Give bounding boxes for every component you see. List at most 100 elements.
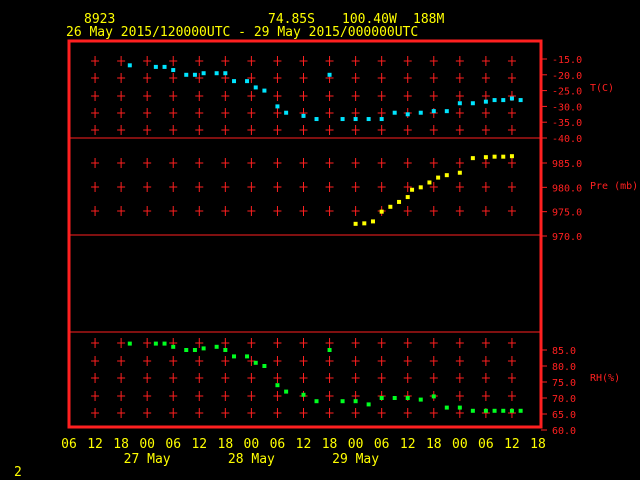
rh-point [171,344,176,349]
x-tick-label: 12 [87,437,103,452]
rh-point [379,396,384,400]
grid-cross [507,182,516,192]
grid-cross [143,125,152,135]
grid-cross [273,408,282,418]
temp-point [262,88,267,93]
grid-cross [221,158,230,168]
grid-cross [403,182,412,192]
grid-cross [455,56,464,66]
grid-cross [247,108,256,118]
temp-point [153,64,158,69]
grid-cross [325,338,334,348]
grid-cross [377,408,386,418]
x-tick-label: 00 [139,437,155,452]
rh-point [405,396,410,400]
grid-cross [455,391,464,401]
rh-point [327,348,332,352]
grid-cross [351,108,360,118]
data-points [127,63,523,413]
grid-cross [299,356,308,366]
grid-cross [299,206,308,216]
grid-cross [377,356,386,366]
rh-point [201,346,206,351]
temp-point [214,71,219,76]
grid-cross [117,206,126,216]
grid-cross [481,373,490,383]
grid-cross [91,206,100,216]
x-tick-label: 12 [400,437,416,452]
grid-cross [273,73,282,83]
y-tick-label: 75.0 [552,378,576,389]
grid-cross [455,158,464,168]
grid-cross [117,73,126,83]
pres-point [379,209,384,214]
grid-cross [117,373,126,383]
pres-point [492,154,497,159]
rh-point [492,408,497,413]
grid-cross [91,56,100,66]
grid-cross [325,373,334,383]
temp-point [392,110,397,115]
panel-label-rh: RH(%) [590,373,620,384]
grid-cross [91,125,100,135]
x-tick-label: 06 [478,437,494,452]
grid-cross [377,56,386,66]
y-tick-label: 985.0 [552,159,582,170]
grid-cross [325,56,334,66]
grid-cross [273,391,282,401]
grid-cross [507,356,516,366]
rh-point [483,408,488,413]
grid-cross [455,73,464,83]
grid-cross [481,125,490,135]
page-number: 2 [14,465,22,480]
x-tick-label: 12 [296,437,312,452]
temp-point [483,99,488,104]
temp-point [301,113,306,118]
grid-cross [91,73,100,83]
temp-point [245,79,250,84]
pres-point [405,195,410,200]
grid-cross [91,356,100,366]
grid-cross [117,182,126,192]
y-tick-label: 70.0 [552,394,576,405]
grid-cross [169,108,178,118]
station-longitude: 100.40W [342,12,397,27]
grid-cross [221,338,230,348]
panel-label-pres: Pre (mb) [590,181,638,192]
grid-cross [299,125,308,135]
grid-cross [273,373,282,383]
grid-cross [247,125,256,135]
grid-cross [195,73,204,83]
grid-cross [351,182,360,192]
grid-cross [481,391,490,401]
grid-cross [247,182,256,192]
grid-cross [377,182,386,192]
y-tick-label: 65.0 [552,410,576,421]
grid-cross [429,206,438,216]
temp-point [184,72,189,77]
grid-cross [221,408,230,418]
grid-cross [143,373,152,383]
grid-cross [299,182,308,192]
grid-cross [221,182,230,192]
grid-cross [377,125,386,135]
grid-cross [325,91,334,101]
pres-point [436,175,441,180]
rh-point [262,364,267,368]
grid-cross [143,73,152,83]
grid-cross [169,73,178,83]
station-id: 8923 [84,12,115,27]
x-tick-label: 18 [322,437,338,452]
grid-cross [481,56,490,66]
x-tick-label: 00 [452,437,468,452]
grid-cross [117,338,126,348]
grid-cross [481,91,490,101]
grid-cross [117,408,126,418]
y-tick-label: -15.0 [552,55,582,66]
grid-cross [481,356,490,366]
grid-cross [143,158,152,168]
grid-cross [169,182,178,192]
y-tick-label: 85.0 [552,346,576,357]
grid-cross [351,91,360,101]
x-tick-label: 18 [530,437,546,452]
